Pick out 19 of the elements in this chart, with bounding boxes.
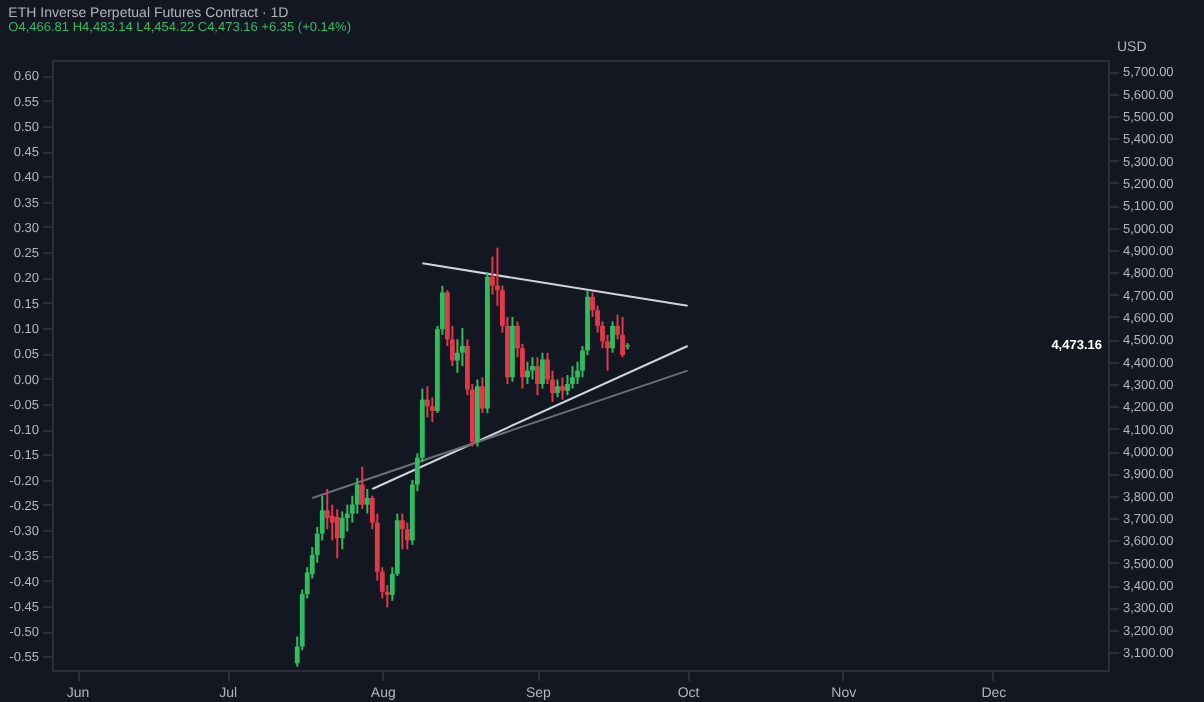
candlestick <box>354 476 360 515</box>
candlestick <box>359 465 365 511</box>
candlestick <box>459 327 465 368</box>
candlestick <box>535 356 540 397</box>
candlestick <box>560 376 565 401</box>
candlestick <box>334 508 340 560</box>
candlestick <box>424 385 430 419</box>
candlestick <box>620 315 625 359</box>
candlestick <box>570 365 575 390</box>
candlestick <box>525 360 530 385</box>
candlestick <box>540 351 545 390</box>
candlestick <box>480 376 485 415</box>
candlestick <box>399 512 405 551</box>
candlestick <box>404 521 410 551</box>
candlestick <box>530 356 535 381</box>
candlestick <box>565 374 570 397</box>
candlestick <box>339 510 345 551</box>
candlestick <box>610 320 615 354</box>
candlestick <box>364 488 370 515</box>
